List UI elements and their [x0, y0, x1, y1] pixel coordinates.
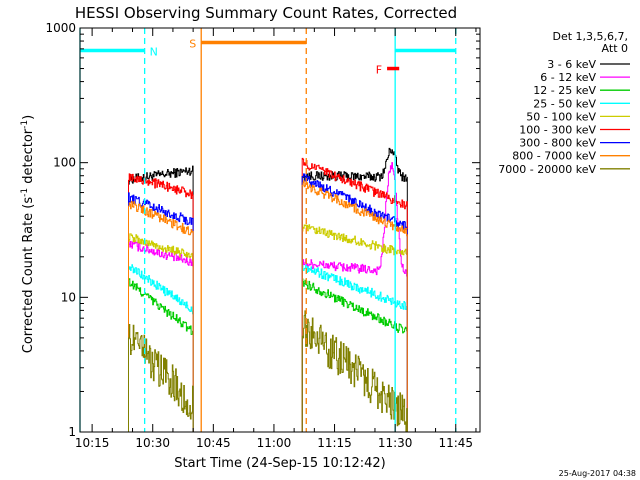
series-line-2-seg1	[128, 239, 194, 432]
y-label-mid: detector	[21, 128, 36, 188]
series-line-3-seg1	[128, 278, 194, 432]
axis-layer: 10:15 10:30 10:45 11:00 11:15 11:30 11:45 1 10 10…	[45, 21, 480, 450]
legend-item-label: 12 - 25 keV	[533, 84, 596, 97]
series-line-6-seg1	[128, 173, 194, 432]
y-tick-label: 1000	[45, 21, 76, 35]
series-line-5-seg1	[128, 233, 194, 432]
legend-header-detectors: Det 1,3,5,6,7,	[552, 30, 628, 43]
y-label-end: )	[21, 115, 36, 120]
y-label-main: Corrected Count Rate (s	[21, 197, 36, 354]
series-line-9-seg1	[128, 324, 194, 432]
x-tick-label: 11:00	[257, 436, 292, 450]
data-layer	[128, 147, 408, 433]
flag-label-s: S	[189, 38, 196, 51]
series-line-4-seg1	[128, 264, 194, 432]
series-line-3-seg2	[301, 278, 408, 432]
plot-frame	[79, 27, 481, 433]
x-tick-label: 10:15	[75, 436, 110, 450]
y-label-sup1: -1	[20, 188, 30, 197]
x-tick-label: 11:45	[438, 436, 473, 450]
footer-timestamp: 25-Aug-2017 04:38	[559, 469, 636, 478]
series-line-6-seg2	[301, 157, 408, 432]
y-axis-label: Corrected Count Rate (s-1 detector-1)	[20, 115, 36, 353]
series-line-2-seg2	[301, 162, 408, 432]
series-line-5-seg2	[301, 224, 408, 432]
legend-item-label: 3 - 6 keV	[547, 58, 596, 71]
legend-item-label: 300 - 800 keV	[519, 137, 596, 150]
legend-item-label: 25 - 50 keV	[533, 97, 596, 110]
series-line-8-seg1	[128, 200, 194, 432]
series-line-7-seg1	[128, 192, 194, 432]
x-tick-label: 10:30	[135, 436, 170, 450]
legend-item-label: 100 - 300 keV	[519, 124, 596, 137]
x-tick-label: 11:30	[378, 436, 413, 450]
series-line-9-seg2	[301, 310, 408, 433]
chart-title: HESSI Observing Summary Count Rates, Cor…	[75, 4, 457, 22]
flag-label-f: F	[376, 64, 382, 77]
legend-item-label: 7000 - 20000 keV	[498, 163, 596, 176]
y-label-sup2: -1	[20, 120, 30, 129]
series-line-8-seg2	[301, 180, 408, 432]
x-axis-label: Start Time (24-Sep-15 10:12:42)	[174, 456, 385, 471]
flag-label-n: N	[150, 46, 158, 59]
legend-item-label: 800 - 7000 keV	[512, 150, 596, 163]
x-tick-label: 11:15	[317, 436, 352, 450]
y-tick-label: 100	[53, 156, 76, 170]
legend-item-label: 50 - 100 keV	[526, 110, 596, 123]
series-line-4-seg2	[301, 264, 408, 432]
y-tick-label: 10	[61, 290, 76, 304]
y-tick-label: 1	[68, 425, 76, 439]
series-line-1-seg2	[301, 147, 408, 432]
x-tick-label: 10:45	[196, 436, 231, 450]
legend-item-label: 6 - 12 keV	[540, 71, 596, 84]
series-line-7-seg2	[301, 173, 408, 432]
legend-header-attenuator: Att 0	[602, 42, 628, 55]
